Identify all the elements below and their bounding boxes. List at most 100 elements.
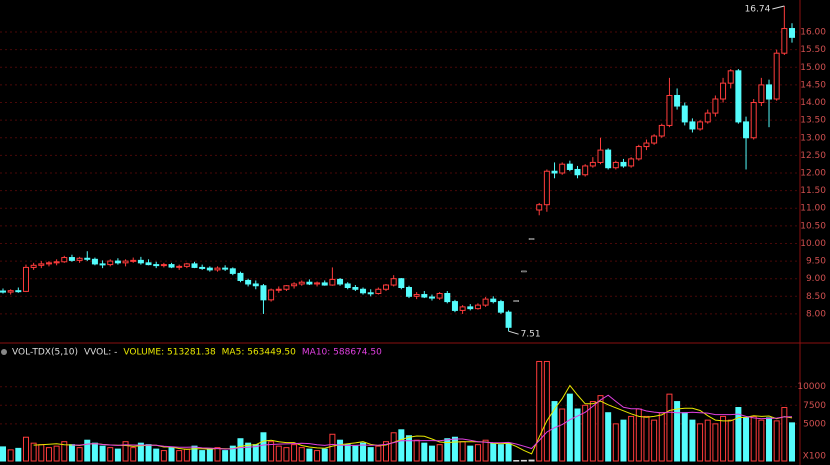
candle-body [306, 281, 313, 285]
candle-body [444, 292, 451, 303]
candle-body [375, 288, 382, 294]
volume-bar [597, 395, 604, 462]
y-tick-label: 14.00 [800, 98, 826, 108]
candle-body [329, 278, 336, 286]
candle-body [76, 257, 83, 261]
candle-body [597, 149, 604, 163]
candle-body [674, 94, 681, 107]
candle-body [314, 282, 321, 285]
volume-bar [130, 447, 137, 462]
candle-body [566, 163, 573, 170]
volume-bar [275, 445, 282, 462]
volume-bar [206, 448, 213, 462]
y-tick-label: 12.50 [800, 151, 826, 161]
volume-bar [643, 415, 650, 462]
volume-bar [789, 422, 795, 462]
y-tick-label: 12.00 [800, 168, 826, 178]
candle-body [337, 278, 344, 285]
candle-body [91, 258, 98, 265]
volume-bar [428, 445, 435, 462]
candle-body [84, 257, 91, 260]
candle-body [482, 298, 489, 306]
candle-body [643, 142, 650, 148]
candle-body [191, 263, 198, 268]
volume-bar [375, 445, 382, 462]
volume-bar [114, 448, 121, 462]
volume-bar [76, 447, 83, 462]
volume-bar [436, 444, 443, 462]
volume-bar [122, 441, 129, 462]
volume-bar [505, 442, 512, 462]
volume-bar [22, 436, 29, 462]
candle-body [283, 285, 290, 290]
candle-body [773, 52, 780, 100]
candle-body [222, 267, 229, 270]
candle-body [413, 294, 420, 297]
candle-body [536, 204, 543, 211]
y-tick-label: 16.00 [800, 28, 826, 38]
candle-body [697, 121, 704, 130]
candle-body [681, 105, 688, 123]
candle-body [436, 292, 443, 299]
candle-body [229, 268, 236, 274]
volume-bar [628, 415, 635, 462]
volume-header: VOL-TDX(5,10) [12, 348, 78, 358]
candle-body [176, 265, 183, 268]
y-tick-label: 13.00 [800, 133, 826, 143]
y-tick-label: 10.50 [800, 221, 826, 231]
candle-body [651, 135, 658, 144]
volume-bar [589, 401, 596, 462]
volume-bar [390, 432, 397, 462]
y-tick-label: 9.00 [806, 274, 826, 284]
max-label: 16.74 [745, 4, 771, 14]
candle-body [743, 121, 750, 139]
candle-body [727, 70, 734, 84]
volume-bar [474, 444, 481, 462]
candle-body [405, 287, 412, 297]
volume-bar [360, 442, 367, 462]
y-tick-label: 8.50 [806, 292, 826, 302]
volume-bar [176, 450, 183, 462]
candle-body [521, 270, 527, 273]
volume-bar [168, 447, 175, 462]
volume-bar [329, 433, 336, 462]
candle-body [122, 260, 129, 264]
candle-body [704, 112, 711, 123]
volume-bar [620, 419, 627, 462]
candle-body [758, 84, 765, 104]
candle-body [712, 98, 719, 114]
candle-body [559, 163, 566, 174]
candle-body [30, 264, 37, 268]
candle-body [160, 264, 167, 267]
candle-body [451, 301, 458, 311]
candle-body [252, 283, 259, 287]
volume-bar [658, 412, 665, 462]
candle-body [130, 259, 137, 262]
y-tick-label: 15.00 [800, 63, 826, 73]
candle-body [360, 288, 367, 294]
candle-body [68, 257, 75, 261]
candle-body [145, 262, 152, 266]
volume-header: VVOL: - [84, 348, 117, 358]
volume-bar [91, 442, 98, 462]
candle-body [321, 282, 328, 286]
candle-body [199, 266, 206, 269]
candle-body [383, 284, 390, 290]
volume-bar [0, 446, 6, 462]
candle-body [628, 158, 635, 167]
candle-body [574, 168, 581, 176]
candle-body [490, 298, 497, 303]
y-tick-label: 11.00 [800, 204, 826, 214]
volume-bar [482, 439, 489, 462]
y-tick-label: 8.00 [806, 309, 826, 319]
volume-bar [383, 441, 390, 462]
volume-bar [84, 439, 91, 462]
volume-bar [720, 415, 727, 462]
candle-body [398, 278, 405, 289]
candle-body [61, 257, 68, 263]
candle-body [153, 264, 160, 267]
candle-body [168, 264, 175, 268]
volume-header: VOLUME: 513281.38 [123, 348, 216, 358]
volume-bar [743, 417, 750, 462]
volume-bar [490, 442, 497, 462]
